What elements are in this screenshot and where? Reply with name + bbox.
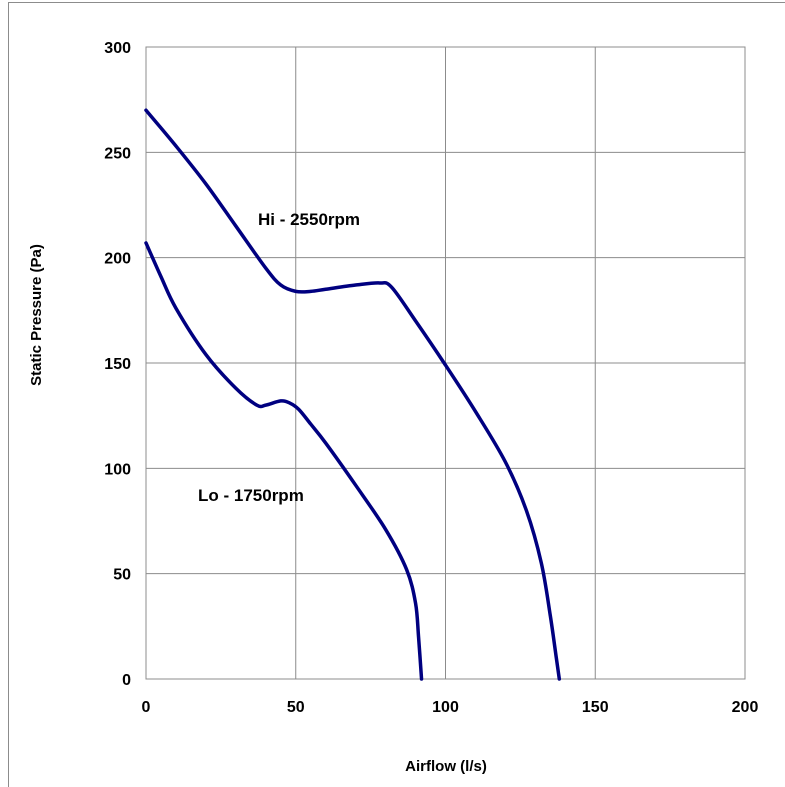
y-axis-title: Static Pressure (Pa) xyxy=(28,244,45,386)
y-tick-label-2: 100 xyxy=(104,461,131,478)
series-line-lo xyxy=(144,241,424,681)
series-lines xyxy=(144,108,562,681)
x-tick-label-1: 50 xyxy=(287,699,305,716)
annotation-hi: Hi - 2550rpm xyxy=(258,210,360,229)
x-tick-label-4: 200 xyxy=(732,699,759,716)
series-line-hi xyxy=(144,108,562,681)
y-tick-label-1: 50 xyxy=(113,567,131,584)
plot-area xyxy=(145,46,746,680)
x-tick-label-3: 150 xyxy=(582,699,609,716)
x-axis-title: Airflow (l/s) xyxy=(405,758,487,775)
y-tick-labels: 0 50 100 150 200 250 300 xyxy=(104,40,131,689)
chart-frame xyxy=(8,2,785,787)
y-tick-label-3: 150 xyxy=(104,356,131,373)
y-tick-label-4: 200 xyxy=(104,251,131,268)
y-tick-label-6: 300 xyxy=(104,40,131,57)
y-tick-label-0: 0 xyxy=(122,672,131,689)
annotation-lo: Lo - 1750rpm xyxy=(198,486,304,505)
plot-border xyxy=(145,46,746,680)
y-tick-label-5: 250 xyxy=(104,145,131,162)
x-tick-labels: 0 50 100 150 200 xyxy=(142,699,759,716)
x-tick-label-2: 100 xyxy=(432,699,459,716)
x-tick-label-0: 0 xyxy=(142,699,151,716)
